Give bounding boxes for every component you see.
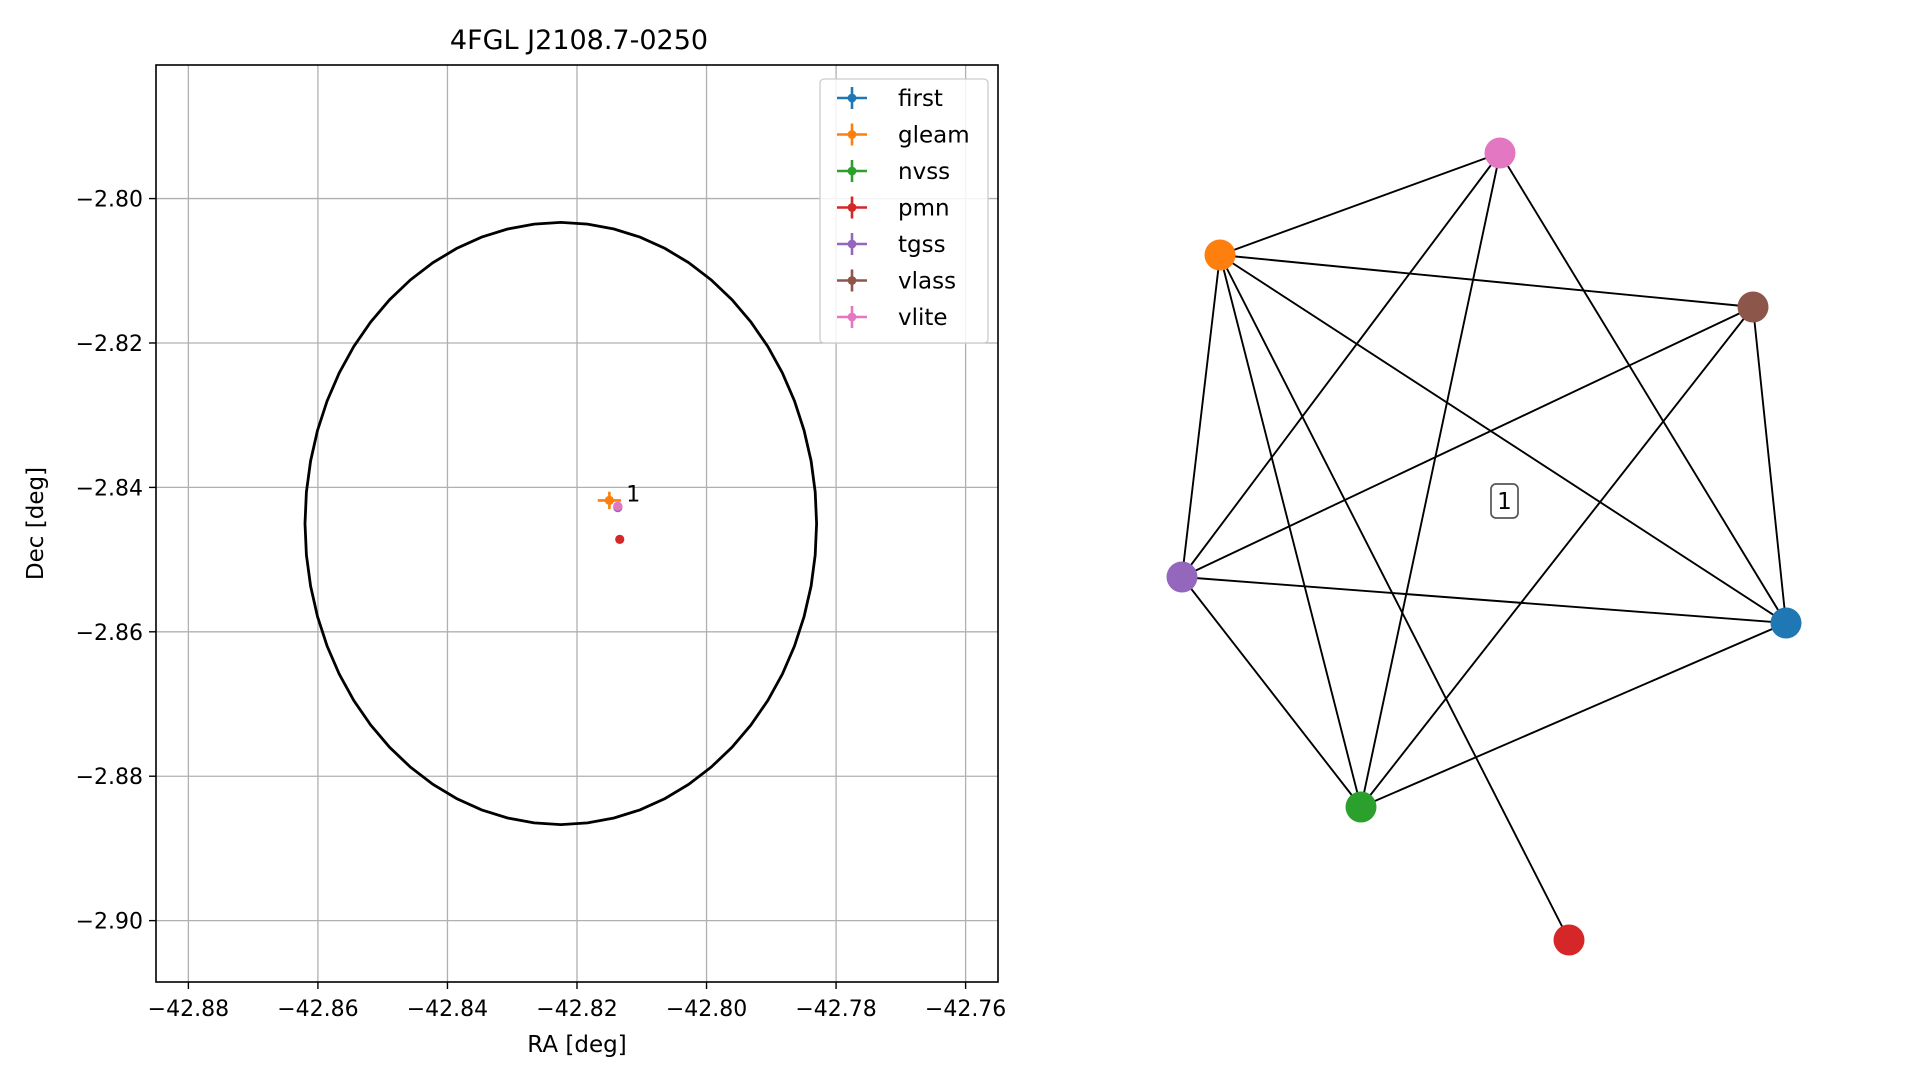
graph-edge: [1219, 254, 1754, 308]
crossmatch-graph: 1: [1166, 137, 1802, 956]
y-tick-label: −2.88: [76, 765, 143, 790]
graph-edge: [1181, 152, 1501, 578]
graph-edge: [1499, 152, 1787, 624]
graph-edge: [1752, 306, 1787, 624]
legend-marker: [847, 203, 857, 212]
cluster-label-text: 1: [1497, 489, 1512, 515]
graph-edges: [1181, 152, 1787, 941]
x-tick-label: −42.88: [148, 997, 229, 1022]
legend-entry-pmn: pmn: [837, 196, 950, 222]
legend-marker: [847, 312, 857, 322]
legend-entry-gleam: gleam: [837, 123, 970, 149]
legend-entry-nvss: nvss: [837, 159, 950, 185]
graph-node-nvss: [1345, 791, 1377, 823]
legend-entry-first: first: [837, 86, 943, 112]
y-tick-label: −2.80: [76, 188, 143, 213]
x-tick-label: −42.80: [666, 997, 747, 1022]
x-axis-label: RA [deg]: [527, 1032, 626, 1058]
cluster-label-box: [1490, 483, 1519, 519]
source-annotation: 1: [626, 483, 640, 508]
legend-label: pmn: [898, 196, 950, 222]
graph-edge: [1181, 576, 1362, 808]
legend-label: tgss: [898, 232, 946, 258]
cluster-label: 1: [1490, 483, 1519, 519]
legend-marker: [847, 239, 857, 249]
radio-position-plot: 4FGL J2108.7-0250 1 −42.88 −42.86 −42.84 −4…: [23, 25, 1006, 1058]
x-tick-label: −42.82: [536, 997, 617, 1022]
x-tick-label: −42.76: [925, 997, 1006, 1022]
legend-label: vlite: [898, 305, 948, 331]
graph-edge: [1181, 254, 1221, 578]
y-axis-ticks: −2.80 −2.82 −2.84 −2.86 −2.88 −2.90: [76, 188, 156, 935]
legend-entry-vlass: vlass: [837, 269, 956, 295]
graph-edge: [1219, 152, 1501, 256]
graph-edge: [1219, 254, 1787, 624]
graph-node-vlite: [1484, 137, 1516, 169]
legend-marker: [847, 93, 857, 103]
legend-entry-tgss: tgss: [837, 232, 946, 258]
x-tick-label: −42.78: [795, 997, 876, 1022]
y-tick-label: −2.90: [76, 910, 143, 935]
source-markers: [597, 491, 625, 544]
localization-ellipse-layer: [303, 220, 818, 827]
localization-ellipse: [303, 220, 818, 827]
graph-edge: [1219, 254, 1570, 941]
graph-node-tgss: [1166, 561, 1198, 593]
graph-edge: [1360, 152, 1501, 808]
graph-node-vlass: [1737, 291, 1769, 323]
y-axis-label: Dec [deg]: [23, 467, 49, 580]
y-tick-label: −2.86: [76, 621, 143, 646]
legend: first gleam nvss pmn tgss vlass vlite: [819, 78, 989, 344]
graph-edge: [1360, 622, 1787, 808]
legend-marker: [847, 166, 857, 176]
legend-label: gleam: [898, 123, 970, 149]
x-tick-label: −42.86: [277, 997, 358, 1022]
legend-marker: [847, 130, 857, 139]
y-tick-label: −2.84: [76, 476, 143, 501]
y-tick-label: −2.82: [76, 332, 143, 357]
legend-marker: [847, 276, 857, 285]
graph-edge: [1181, 306, 1754, 578]
x-tick-label: −42.84: [407, 997, 488, 1022]
legend-label: nvss: [898, 159, 950, 185]
graph-node-gleam: [1204, 239, 1236, 271]
x-axis-ticks: −42.88 −42.86 −42.84 −42.82 −42.80 −42.78 −42.…: [148, 982, 1006, 1022]
annotations: 1: [626, 483, 640, 508]
graph-edge: [1181, 576, 1787, 624]
legend-label: first: [898, 86, 943, 112]
graph-node-first: [1770, 607, 1802, 639]
legend-box: [819, 78, 989, 344]
gleam-point: [597, 491, 622, 510]
graph-edge: [1360, 306, 1754, 808]
graph-node-pmn: [1553, 924, 1585, 956]
graph-nodes: [1166, 137, 1802, 956]
legend-entry-vlite: vlite: [837, 305, 948, 331]
chart-title: 4FGL J2108.7-0250: [450, 25, 708, 56]
pmn-point: [615, 534, 625, 544]
legend-label: vlass: [898, 269, 956, 295]
vlite-point: [613, 501, 623, 511]
graph-edge: [1219, 254, 1362, 808]
